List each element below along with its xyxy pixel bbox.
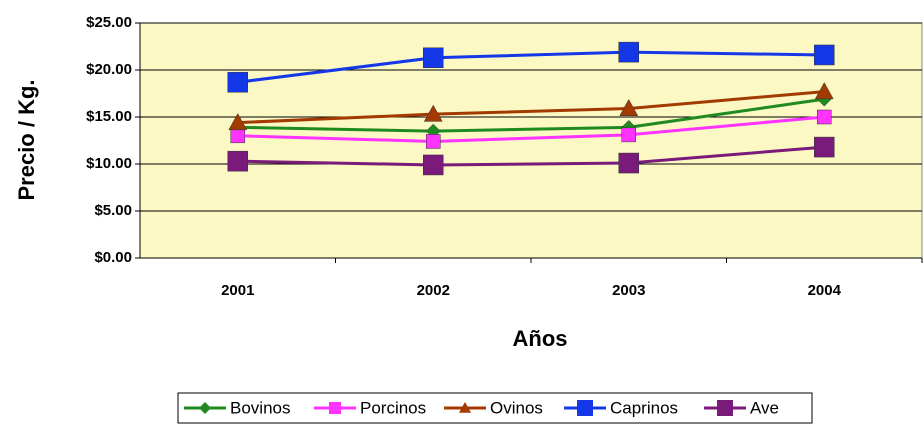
marker	[619, 99, 639, 116]
plot-area	[139, 22, 923, 259]
marker	[228, 113, 248, 131]
marker	[423, 154, 444, 176]
y-tick-label: $0.00	[94, 249, 132, 266]
marker	[423, 47, 444, 69]
marker	[199, 402, 211, 414]
marker	[459, 402, 471, 413]
marker	[423, 104, 443, 122]
marker	[227, 71, 248, 93]
marker	[577, 400, 593, 416]
marker	[618, 152, 639, 174]
series-line	[237, 115, 825, 143]
series-line	[237, 90, 825, 125]
y-tick-label: $10.00	[86, 155, 132, 172]
series-line	[237, 50, 825, 84]
marker	[329, 402, 341, 414]
y-tick-label: $15.00	[86, 108, 132, 125]
marker	[621, 127, 636, 143]
legend-label: Ave	[750, 398, 779, 417]
marker	[230, 128, 245, 144]
series-line	[237, 97, 825, 133]
x-tick-label: 2004	[808, 282, 842, 299]
marker	[426, 134, 441, 149]
legend-label: Caprinos	[610, 398, 678, 417]
x-tick-label: 2001	[221, 282, 254, 299]
legend: Bovinos Porcinos Ovinos Caprinos Ave	[177, 392, 813, 424]
legend-label: Ovinos	[490, 398, 543, 417]
marker	[814, 44, 835, 66]
legend-box	[177, 392, 813, 424]
marker	[817, 109, 832, 125]
marker	[227, 150, 248, 172]
legend-label: Porcinos	[360, 398, 426, 417]
y-tick-label: $20.00	[86, 61, 132, 78]
marker	[618, 41, 639, 63]
y-tick-label: $25.00	[86, 14, 132, 31]
series-line	[237, 145, 825, 167]
marker	[717, 400, 733, 416]
x-tick-label: 2003	[612, 282, 645, 299]
legend-label: Bovinos	[230, 398, 290, 417]
x-axis-label: Años	[513, 326, 568, 351]
y-tick-label: $5.00	[94, 202, 132, 219]
marker	[814, 136, 835, 158]
y-axis-label: Precio / Kg.	[14, 79, 39, 200]
x-tick-label: 2002	[417, 282, 450, 299]
marker	[814, 82, 834, 100]
